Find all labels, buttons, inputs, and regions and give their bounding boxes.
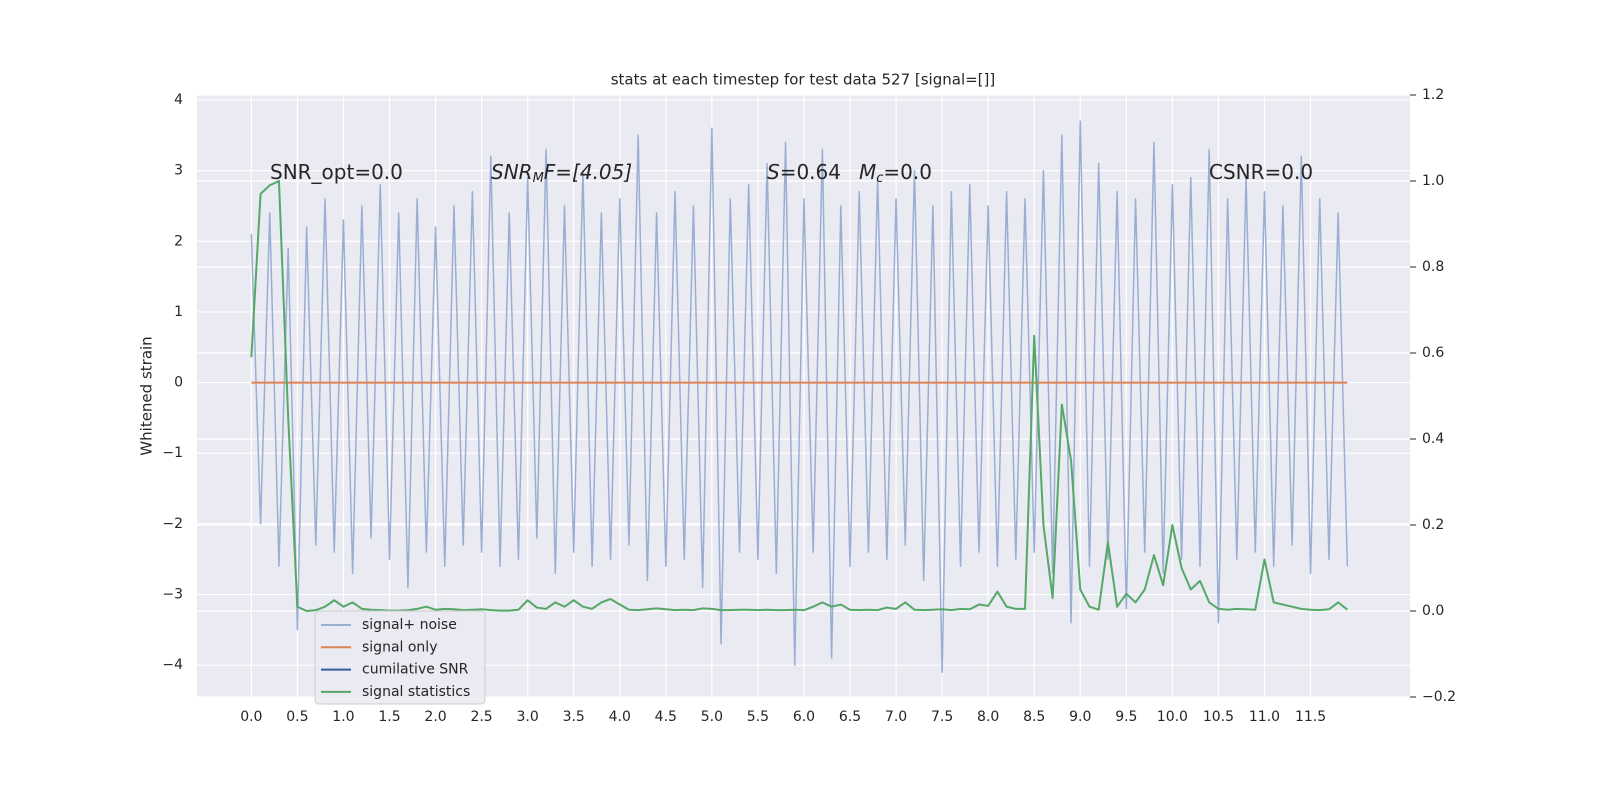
annotation: SNR_opt=0.0 — [270, 160, 403, 184]
legend-label: signal statistics — [362, 684, 470, 700]
x-tick-label: 10.0 — [1157, 709, 1188, 725]
x-tick-label: 9.0 — [1069, 709, 1091, 725]
x-tick-label: 8.5 — [1023, 709, 1045, 725]
annotation: S=0.64 — [767, 160, 841, 184]
y-tick-label: 3 — [174, 163, 183, 179]
y-tick-label: −4 — [162, 657, 183, 673]
y-tick-label: 2 — [174, 233, 183, 249]
legend-box — [314, 610, 486, 705]
x-tick-label: 0.5 — [286, 709, 308, 725]
annotation-part: =0.64 — [780, 160, 841, 184]
legend-label: signal only — [362, 639, 437, 655]
x-tick-label: 2.5 — [470, 709, 492, 725]
y2-tick-label: −0.2 — [1422, 689, 1456, 705]
annotation-part: S — [767, 160, 780, 184]
legend-label: signal+ noise — [362, 617, 457, 633]
x-tick-label: 9.5 — [1115, 709, 1137, 725]
annotation: SNRMF=[4.05] — [491, 160, 632, 186]
x-tick-label: 5.5 — [747, 709, 769, 725]
series-line — [250, 180, 1348, 612]
y2-tick-label: 1.0 — [1422, 173, 1444, 189]
y2-tick-label: 0.8 — [1422, 259, 1444, 275]
annotation: Mc=0.0 — [859, 160, 932, 186]
x-tick-label: 11.0 — [1249, 709, 1280, 725]
annotation-part: c — [876, 171, 883, 186]
x-tick-label: 1.5 — [378, 709, 400, 725]
x-tick-label: 6.5 — [839, 709, 861, 725]
annotation-part: M — [533, 171, 544, 186]
x-tick-label: 3.0 — [517, 709, 539, 725]
annotation-part: F=[4.05] — [544, 160, 632, 184]
annotation-part: SNR — [491, 160, 533, 184]
y-tick-label: −2 — [162, 516, 183, 532]
y2-tick-label: 1.2 — [1422, 87, 1444, 103]
y2-tick-label: 0.2 — [1422, 517, 1444, 533]
x-tick-label: 5.0 — [701, 709, 723, 725]
annotation-part: M — [859, 160, 876, 184]
y-tick-label: −1 — [162, 445, 183, 461]
x-tick-label: 8.0 — [977, 709, 999, 725]
annotation-part: SNR_opt=0.0 — [270, 160, 403, 184]
y-tick-label: 4 — [174, 92, 183, 108]
x-tick-label: 6.0 — [793, 709, 815, 725]
chart-title: stats at each timestep for test data 527… — [611, 71, 996, 89]
y-tick-label: −3 — [162, 587, 183, 603]
annotation-part: CSNR=0.0 — [1209, 160, 1313, 184]
y-axis-label: Whitened strain — [138, 336, 156, 455]
x-tick-label: 7.5 — [931, 709, 953, 725]
x-tick-label: 10.5 — [1203, 709, 1234, 725]
y-tick-label: 1 — [174, 304, 183, 320]
legend-label: cumilative SNR — [362, 662, 469, 678]
y2-tick-label: 0.4 — [1422, 431, 1444, 447]
x-tick-label: 11.5 — [1295, 709, 1326, 725]
x-tick-label: 4.5 — [655, 709, 677, 725]
x-tick-label: 0.0 — [240, 709, 262, 725]
series-line — [250, 120, 1349, 674]
x-tick-label: 2.0 — [424, 709, 446, 725]
y2-tick-label: 0.6 — [1422, 345, 1444, 361]
x-tick-label: 1.0 — [332, 709, 354, 725]
x-tick-label: 7.0 — [885, 709, 907, 725]
x-tick-label: 3.5 — [563, 709, 585, 725]
annotation-part: =0.0 — [883, 160, 932, 184]
y2-tick-label: 0.0 — [1422, 603, 1444, 619]
annotation: CSNR=0.0 — [1209, 160, 1313, 184]
y-tick-label: 0 — [174, 375, 183, 391]
x-tick-label: 4.0 — [609, 709, 631, 725]
